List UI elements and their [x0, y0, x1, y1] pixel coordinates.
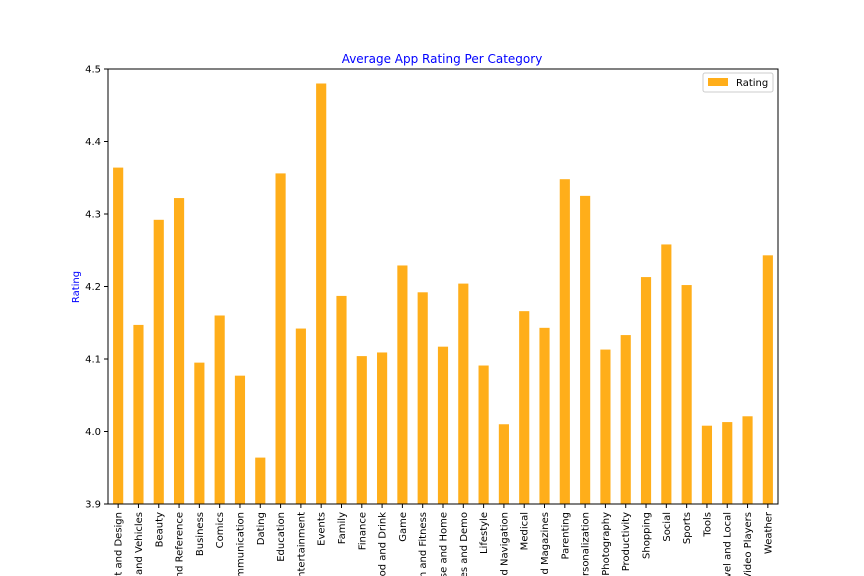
bar	[722, 422, 733, 504]
x-tick-label: Business	[195, 512, 206, 556]
x-tick-label: mmunication	[235, 512, 246, 576]
y-tick-label: 3.9	[85, 500, 101, 511]
bar	[640, 277, 652, 504]
x-tick-label: ntertainment	[296, 512, 307, 576]
x-tick-label: d Magazines	[540, 512, 551, 575]
x-tick-label: Education	[276, 512, 287, 562]
x-tick-label: Video Players	[743, 512, 754, 576]
y-tick-label: 4.5	[85, 65, 101, 76]
bar	[295, 328, 306, 504]
x-tick-label: nd Reference	[175, 512, 186, 576]
y-tick-label: 4.2	[85, 282, 101, 293]
x-tick-label: Comics	[215, 512, 226, 548]
bar	[234, 375, 246, 504]
bar	[153, 219, 164, 505]
x-tick-label: Beauty	[154, 512, 165, 547]
bar	[478, 365, 489, 504]
bar	[600, 349, 611, 504]
x-tick-label: and Vehicles	[134, 512, 145, 575]
bar	[458, 283, 469, 504]
bar	[498, 424, 509, 504]
y-tick-label: 4.3	[85, 210, 101, 221]
bar	[519, 311, 530, 504]
x-tick-label: Dating	[256, 512, 267, 545]
x-tick-label: t and Design	[114, 512, 125, 576]
x-tick-label: Game	[398, 512, 409, 542]
x-tick-label: d Navigation	[499, 512, 510, 575]
x-tick-label: od and Drink	[378, 512, 389, 576]
bar	[417, 292, 428, 504]
bar	[336, 295, 347, 504]
x-tick-label: es and Demo	[459, 512, 470, 576]
y-axis-ticks: 3.9 4.0 4.1 4.2 4.3 4.4 4.5	[85, 65, 108, 511]
legend: Rating	[702, 72, 774, 93]
bar	[194, 362, 205, 504]
bar	[661, 244, 672, 504]
x-tick-label: Parenting	[560, 512, 571, 559]
bar	[762, 255, 773, 504]
x-tick-label: Sports	[682, 512, 693, 544]
y-tick-label: 4.1	[85, 355, 101, 366]
legend-box	[702, 72, 774, 93]
x-tick-label: Shopping	[642, 512, 653, 559]
x-tick-label: Finance	[357, 512, 368, 550]
bar	[255, 457, 266, 504]
bar	[397, 265, 408, 504]
bar	[377, 352, 388, 504]
legend-label: Rating	[736, 78, 768, 89]
plot-frame	[107, 68, 779, 505]
chart-title: Average App Rating Per Category	[342, 52, 543, 66]
bar	[275, 173, 286, 504]
x-tick-label: Productivity	[621, 512, 632, 571]
x-tick-label: se and Home	[439, 512, 450, 576]
x-tick-label: vel and Local	[723, 512, 734, 576]
x-tick-label: Events	[317, 512, 328, 546]
bar	[133, 324, 144, 504]
bars-group	[113, 83, 773, 505]
x-tick-label: n and Fitness	[418, 512, 429, 576]
x-tick-label: ersonalization	[581, 512, 592, 576]
x-tick-label: Tools	[702, 512, 713, 538]
bar	[701, 425, 713, 504]
bar	[681, 285, 692, 504]
bar	[559, 179, 570, 504]
bar	[539, 327, 550, 504]
legend-swatch	[708, 78, 728, 86]
y-tick-label: 4.0	[85, 427, 101, 438]
x-tick-label: Family	[337, 512, 348, 544]
x-tick-label: Lifestyle	[479, 512, 490, 554]
bar	[214, 315, 225, 504]
x-tick-label: Medical	[520, 512, 531, 550]
y-axis-label: Rating	[71, 271, 82, 303]
bar	[437, 346, 449, 504]
bar	[316, 83, 327, 504]
x-tick-label: Weather	[763, 511, 774, 554]
x-axis-ticks: t and Design and Vehicles Beauty nd Referen…	[114, 504, 774, 576]
bar	[173, 198, 185, 505]
x-tick-label: Photography	[601, 512, 612, 576]
bar	[620, 335, 631, 504]
bar	[580, 195, 591, 504]
bar	[113, 167, 124, 504]
y-tick-label: 4.4	[85, 137, 101, 148]
bar	[742, 416, 753, 504]
bar	[356, 356, 367, 504]
x-tick-label: Social	[662, 512, 673, 542]
